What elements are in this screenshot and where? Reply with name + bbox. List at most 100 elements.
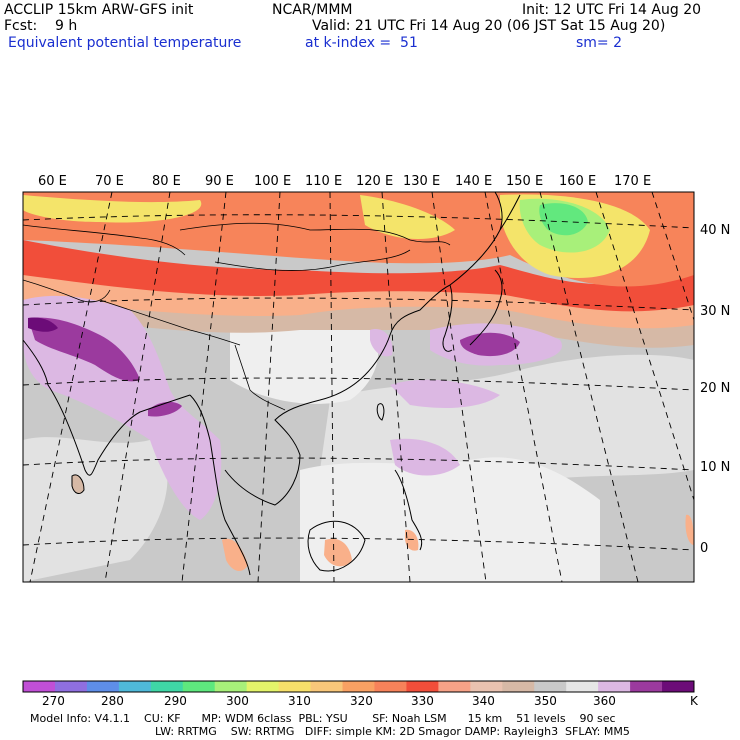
yellow-patch-mongolia: [360, 195, 455, 240]
coast-japan: [469, 269, 503, 346]
lon-label: 80 E: [152, 174, 181, 189]
colorbar-swatch: [86, 681, 120, 692]
graticule: [22, 191, 695, 583]
run-title: ACCLIP 15km ARW-GFS init: [4, 2, 194, 18]
coast-borneo: [307, 520, 366, 572]
india-purple: [28, 317, 140, 382]
lat-40n: [22, 214, 695, 229]
lon-label: 110 E: [305, 174, 342, 189]
lat-label: 0: [700, 541, 708, 556]
model-info-line1: Model Info: V4.1.1 CU: KF MP: WDM 6class…: [30, 712, 616, 725]
china-lavender: [370, 329, 393, 357]
coastlines: [23, 192, 521, 576]
red-band: [23, 240, 694, 312]
colorbar-swatch: [534, 681, 567, 692]
colorbar-swatch: [630, 681, 663, 692]
indian-ocean-light: [23, 437, 168, 582]
bay-purple: [148, 401, 182, 417]
field-name: Equivalent potential temperature: [8, 35, 242, 51]
border-himalaya: [99, 299, 241, 346]
border-china-mongolia: [214, 249, 411, 271]
colorbar-tick-label: 350: [534, 694, 557, 708]
field-shading: [23, 192, 694, 582]
valid-time: Valid: 21 UTC Fri 14 Aug 20 (06 JST Sat …: [312, 18, 666, 34]
colorbar-tick-label: 320: [350, 694, 373, 708]
border-china-sea-asia: [234, 344, 286, 411]
coast-bay-bengal-se-asia: [189, 394, 251, 576]
colorbar-swatch: [310, 681, 343, 692]
colorbar-swatch: [406, 681, 439, 692]
colorbar-tick-label: 280: [101, 694, 124, 708]
borders: [23, 222, 451, 411]
japan-purple: [460, 332, 520, 357]
colorbar-labels: 270 280 290 300 310 320 330 340 350 360 …: [42, 694, 699, 708]
lon-label: 130 E: [403, 174, 440, 189]
lon-label: 160 E: [559, 174, 596, 189]
colorbar-swatch: [214, 681, 248, 692]
level-label: at k-index = 51: [305, 35, 418, 51]
lon-170e: [651, 191, 695, 321]
colorbar-swatch: [278, 681, 311, 692]
lon-150e: [539, 191, 639, 583]
lat-labels: 40 N 30 N 20 N 10 N 0: [700, 223, 730, 556]
coast-korea: [442, 284, 453, 352]
coast-philippines: [394, 469, 423, 551]
sumatra-orange: [222, 538, 248, 572]
lon-label: 120 E: [356, 174, 393, 189]
lat-0: [22, 537, 695, 551]
lat-label: 40 N: [700, 223, 730, 238]
scs-lavender: [390, 438, 460, 476]
colorbar-swatch: [23, 681, 56, 692]
philippines-orange: [404, 529, 419, 551]
colorbar-swatch: [246, 681, 280, 692]
lon-label: 60 E: [38, 174, 67, 189]
map-frame: [22, 191, 695, 583]
border-iran-afgh: [23, 279, 111, 303]
init-time: Init: 12 UTC Fri 14 Aug 20: [522, 2, 702, 18]
colorbar-swatch: [182, 681, 216, 692]
lat-label: 10 N: [700, 460, 730, 475]
coast-indochina: [224, 399, 321, 506]
colorbar-swatch: [566, 681, 599, 692]
colorbar-swatch: [438, 681, 471, 692]
pacific-lavender-1: [390, 379, 500, 408]
colorbar-swatch: [150, 681, 184, 692]
colorbar-swatch: [342, 681, 375, 692]
lon-label: 70 E: [95, 174, 124, 189]
lat-20n: [22, 377, 695, 391]
colorbar-tick-label: 270: [42, 694, 65, 708]
colorbar-swatch: [662, 681, 695, 692]
lon-label: 170 E: [614, 174, 651, 189]
smoothing-label: sm= 2: [576, 35, 623, 51]
border-russia-mongolia: [179, 222, 451, 246]
colorbar-tick-label: 290: [164, 694, 187, 708]
lat-30n: [22, 297, 695, 311]
colorbar-swatch: [54, 681, 88, 692]
colorbar-swatch: [470, 681, 503, 692]
east-edge-orange: [685, 514, 694, 545]
ocean-near-white: [300, 457, 600, 582]
model-info-line2: LW: RRTMG SW: RRTMG DIFF: simple KM: 2D …: [155, 725, 630, 738]
coast-taiwan: [376, 403, 385, 421]
border-kazakhstan: [23, 224, 186, 256]
coast-srilanka: [71, 474, 85, 494]
lon-140e: [484, 191, 563, 583]
colorbar-tick-label: 310: [288, 694, 311, 708]
lon-label: 140 E: [455, 174, 492, 189]
green-patch: [539, 203, 588, 236]
colorbar-swatch: [502, 681, 535, 692]
lon-70e: [29, 191, 113, 583]
india-dark-purple: [28, 317, 58, 332]
lat-label: 30 N: [700, 304, 730, 319]
coast-china: [319, 284, 451, 401]
colorbar-swatch: [598, 681, 631, 692]
coast-russia-east: [449, 192, 503, 286]
borneo-orange: [324, 538, 352, 567]
colorbar-tick-label: 360: [593, 694, 616, 708]
lon-label: 90 E: [205, 174, 234, 189]
colorbar-tick-label: 330: [411, 694, 434, 708]
colorbar-tick-label: 340: [472, 694, 495, 708]
lon-160e: [595, 191, 695, 501]
light-orange-band: [23, 265, 694, 329]
